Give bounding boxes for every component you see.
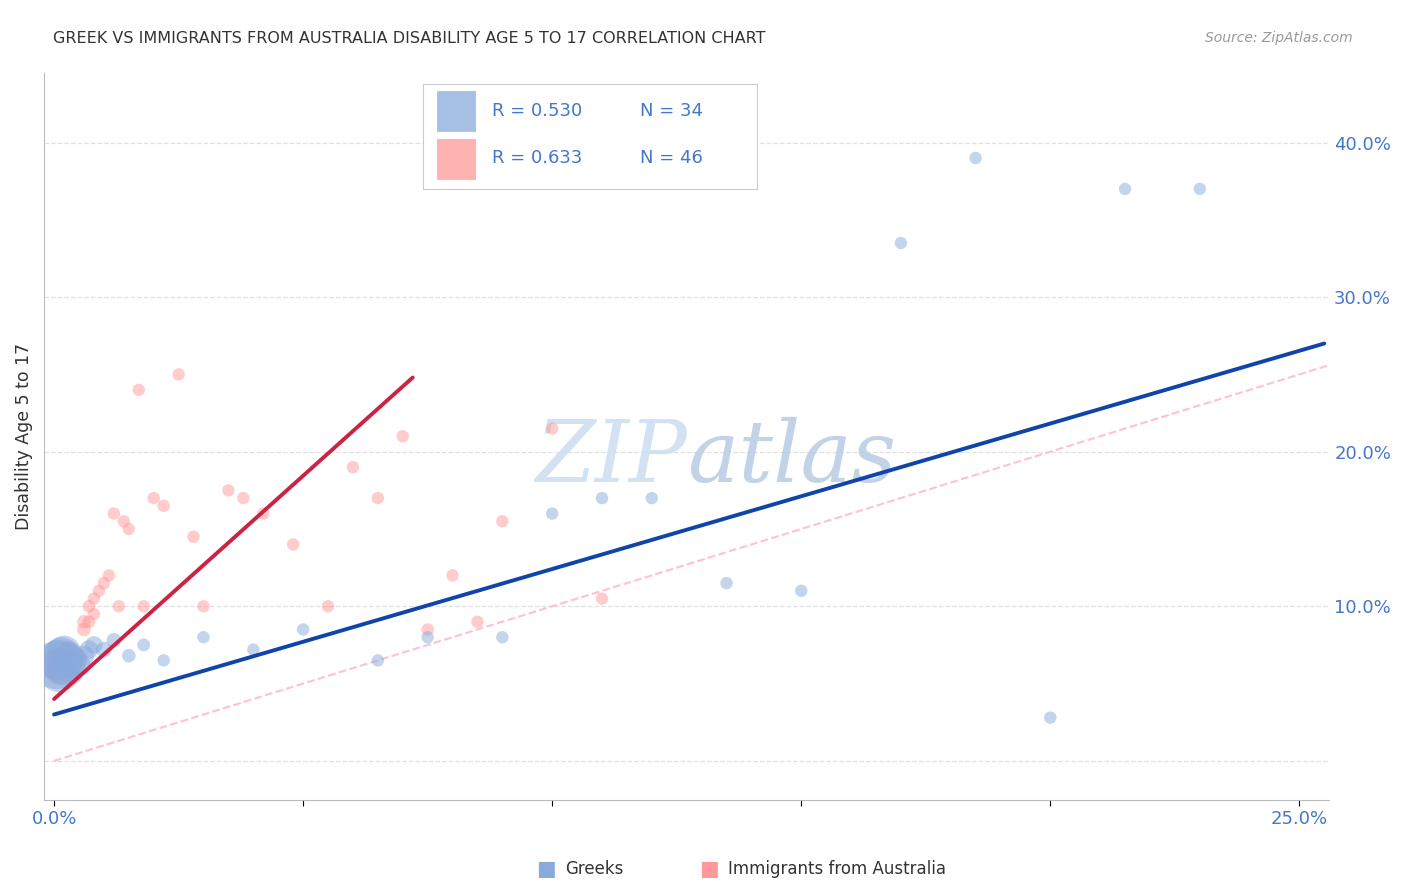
Point [53,661,76,675]
Point [142,491,165,505]
Point [53,646,76,660]
Point [441,568,464,582]
Point [283,537,305,551]
Point [108,599,131,614]
Point [103,633,125,648]
Point [63,653,86,667]
Point [77,642,100,657]
Point [48,664,70,678]
Point [790,583,813,598]
Point [58,669,80,683]
Point [132,599,155,614]
Point [48,661,70,675]
Point [152,653,174,667]
Point [232,491,254,505]
Point [367,653,389,667]
Point [416,630,439,644]
Point [491,630,513,644]
Point [58,642,80,657]
Text: atlas: atlas [686,417,896,500]
Point [58,650,80,665]
Point [58,657,80,671]
Text: GREEK VS IMMIGRANTS FROM AUSTRALIA DISABILITY AGE 5 TO 17 CORRELATION CHART: GREEK VS IMMIGRANTS FROM AUSTRALIA DISAB… [53,31,766,46]
Point [83,607,105,621]
Point [83,591,105,606]
Point [491,514,513,528]
Point [53,648,76,663]
Point [51,648,73,663]
Point [183,530,205,544]
Point [103,507,125,521]
Point [641,491,664,505]
Point [217,483,239,498]
Point [416,623,439,637]
Point [67,648,90,663]
Point [541,421,564,435]
Point [292,623,315,637]
Point [51,653,73,667]
Text: Greeks: Greeks [565,860,624,878]
Point [48,653,70,667]
Point [193,599,215,614]
Point [93,576,115,591]
Point [591,591,613,606]
Point [77,615,100,629]
Point [132,638,155,652]
Point [73,648,96,663]
Y-axis label: Disability Age 5 to 17: Disability Age 5 to 17 [15,343,32,530]
Point [1114,182,1136,196]
Point [591,491,613,505]
Point [193,630,215,644]
Point [1188,182,1211,196]
Point [242,642,264,657]
Text: Source: ZipAtlas.com: Source: ZipAtlas.com [1205,31,1353,45]
Point [45,658,67,673]
Point [367,491,389,505]
Text: Immigrants from Australia: Immigrants from Australia [728,860,946,878]
Point [541,507,564,521]
Point [97,568,120,582]
Point [118,648,141,663]
Point [53,661,76,675]
Point [118,522,141,536]
Point [467,615,489,629]
Point [63,669,86,683]
Point [716,576,738,591]
Point [48,664,70,678]
Text: ZIP: ZIP [534,417,686,500]
Point [77,599,100,614]
Text: ■: ■ [536,859,555,879]
Point [83,638,105,652]
Point [316,599,339,614]
Point [152,499,174,513]
Point [167,368,190,382]
Point [252,507,274,521]
Point [890,235,912,250]
Point [112,514,135,528]
Point [965,151,987,165]
Point [67,658,90,673]
Point [1039,710,1062,724]
Point [73,623,96,637]
Point [93,642,115,657]
Point [342,460,364,475]
Text: ■: ■ [699,859,718,879]
Point [63,653,86,667]
Point [87,583,110,598]
Point [73,615,96,629]
Point [45,658,67,673]
Point [391,429,413,443]
Point [128,383,150,397]
Point [67,661,90,675]
